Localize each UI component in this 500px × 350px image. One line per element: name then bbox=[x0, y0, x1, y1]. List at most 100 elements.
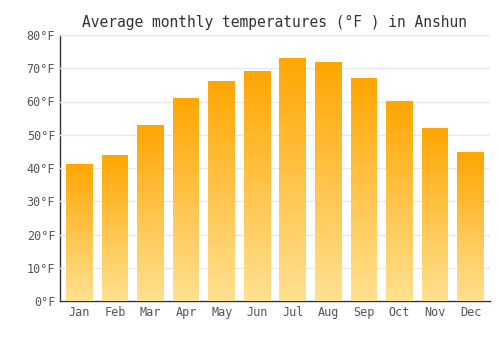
Bar bbox=[315, 177, 342, 182]
Bar bbox=[244, 140, 270, 144]
Bar bbox=[66, 265, 93, 268]
Bar bbox=[315, 225, 342, 229]
Bar bbox=[350, 105, 377, 110]
Bar bbox=[173, 268, 200, 273]
Bar bbox=[315, 277, 342, 282]
Bar bbox=[422, 211, 448, 215]
Bar bbox=[457, 173, 484, 176]
Bar bbox=[244, 232, 270, 237]
Bar bbox=[244, 287, 270, 292]
Bar bbox=[422, 204, 448, 208]
Bar bbox=[138, 188, 164, 192]
Bar bbox=[66, 169, 93, 172]
Bar bbox=[244, 93, 270, 98]
Bar bbox=[386, 241, 412, 245]
Bar bbox=[350, 198, 377, 203]
Bar bbox=[315, 205, 342, 210]
Bar bbox=[386, 253, 412, 257]
Bar bbox=[350, 145, 377, 149]
Bar bbox=[386, 237, 412, 241]
Bar bbox=[102, 222, 128, 225]
Bar bbox=[66, 276, 93, 279]
Bar bbox=[173, 297, 200, 301]
Bar bbox=[457, 224, 484, 226]
Bar bbox=[102, 272, 128, 275]
Bar bbox=[350, 274, 377, 279]
Bar bbox=[422, 135, 448, 139]
Bar bbox=[280, 63, 306, 68]
Bar bbox=[280, 102, 306, 107]
Bar bbox=[280, 68, 306, 73]
Bar bbox=[386, 249, 412, 253]
Bar bbox=[173, 167, 200, 171]
Bar bbox=[457, 215, 484, 218]
Bar bbox=[66, 257, 93, 260]
Bar bbox=[244, 117, 270, 121]
Bar bbox=[280, 223, 306, 228]
Bar bbox=[244, 255, 270, 259]
Bar bbox=[422, 287, 448, 290]
Bar bbox=[173, 139, 200, 143]
Bar bbox=[280, 214, 306, 218]
Bar bbox=[315, 229, 342, 234]
Bar bbox=[208, 244, 235, 248]
Bar bbox=[350, 141, 377, 145]
Bar bbox=[244, 154, 270, 158]
Bar bbox=[173, 276, 200, 281]
Bar bbox=[66, 210, 93, 213]
Bar bbox=[350, 247, 377, 252]
Bar bbox=[386, 161, 412, 165]
Bar bbox=[350, 127, 377, 132]
Bar bbox=[173, 187, 200, 191]
Bar bbox=[422, 153, 448, 156]
Bar bbox=[66, 274, 93, 276]
Bar bbox=[208, 98, 235, 103]
Bar bbox=[422, 294, 448, 298]
Bar bbox=[244, 278, 270, 282]
Bar bbox=[244, 296, 270, 301]
Bar bbox=[422, 239, 448, 242]
Bar bbox=[208, 103, 235, 107]
Bar bbox=[173, 183, 200, 187]
Bar bbox=[208, 274, 235, 279]
Bar bbox=[386, 257, 412, 261]
Bar bbox=[244, 103, 270, 107]
Bar bbox=[457, 185, 484, 188]
Bar bbox=[350, 212, 377, 216]
Bar bbox=[386, 205, 412, 209]
Bar bbox=[138, 167, 164, 171]
Bar bbox=[102, 210, 128, 213]
Bar bbox=[173, 143, 200, 147]
Bar bbox=[386, 209, 412, 213]
Bar bbox=[422, 142, 448, 146]
Bar bbox=[102, 295, 128, 298]
Bar bbox=[315, 91, 342, 96]
Bar bbox=[457, 170, 484, 173]
Bar bbox=[386, 281, 412, 285]
Bar bbox=[280, 243, 306, 247]
Bar bbox=[138, 160, 164, 164]
Bar bbox=[315, 201, 342, 205]
Bar bbox=[350, 172, 377, 176]
Bar bbox=[102, 198, 128, 202]
Bar bbox=[66, 279, 93, 282]
Bar bbox=[138, 287, 164, 290]
Bar bbox=[173, 248, 200, 252]
Bar bbox=[315, 96, 342, 100]
Bar bbox=[102, 237, 128, 239]
Bar bbox=[457, 250, 484, 253]
Bar bbox=[457, 262, 484, 265]
Bar bbox=[457, 244, 484, 247]
Bar bbox=[208, 270, 235, 274]
Bar bbox=[386, 217, 412, 221]
Bar bbox=[386, 129, 412, 133]
Bar bbox=[66, 205, 93, 208]
Bar bbox=[315, 115, 342, 120]
Bar bbox=[102, 231, 128, 234]
Bar bbox=[315, 258, 342, 263]
Bar bbox=[280, 175, 306, 180]
Bar bbox=[102, 193, 128, 196]
Bar bbox=[457, 206, 484, 209]
Bar bbox=[315, 162, 342, 167]
Bar bbox=[457, 188, 484, 191]
